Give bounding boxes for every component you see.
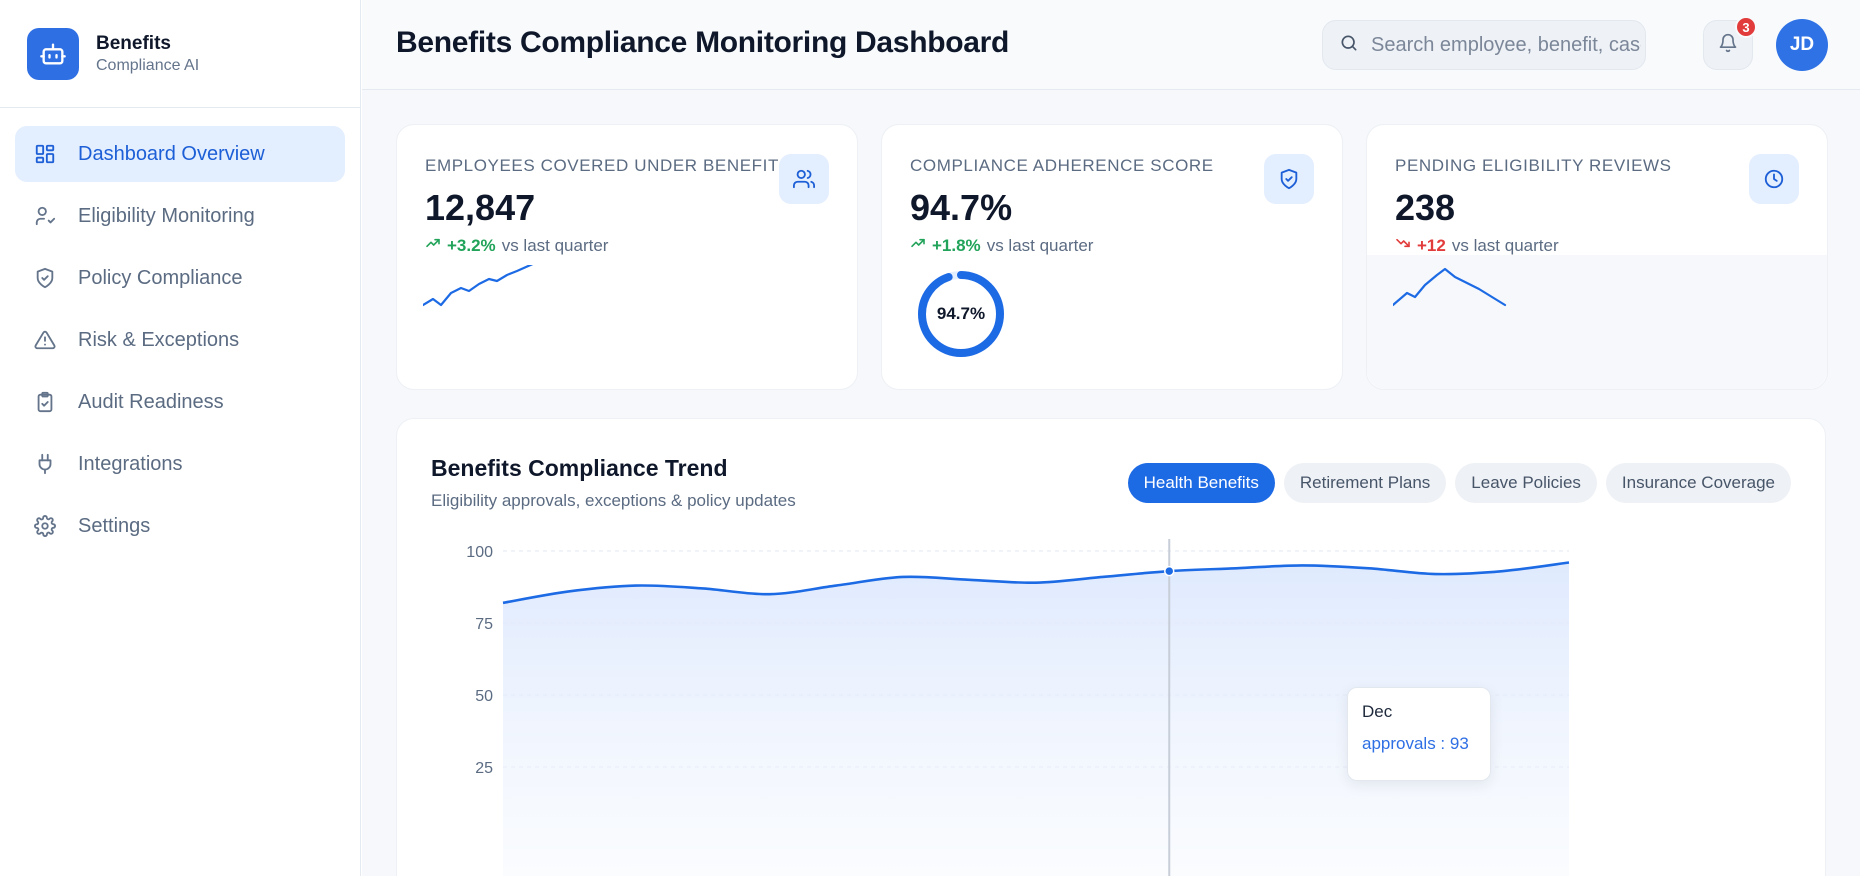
- sidebar-item-label: Integrations: [78, 452, 183, 475]
- gauge-arc: [918, 271, 1004, 357]
- trend-chart[interactable]: 100 75 50 25: [397, 539, 1827, 876]
- kpi-comparison: vs last quarter: [986, 235, 1094, 255]
- tooltip-title: Dec: [1362, 702, 1393, 721]
- brand: Benefits Compliance AI: [0, 0, 360, 108]
- chart-subtitle: Eligibility approvals, exceptions & poli…: [431, 491, 796, 510]
- users-icon: [779, 154, 829, 204]
- plug-icon: [32, 451, 58, 477]
- kpi-label: Employees Covered Under Benefits: [425, 156, 791, 175]
- sidebar-item-risk-exceptions[interactable]: Risk & Exceptions: [15, 312, 345, 368]
- sidebar-item-label: Settings: [78, 514, 151, 537]
- gauge-label: 94.7%: [937, 304, 985, 323]
- shield-check-icon: [32, 265, 58, 291]
- y-tick-label: 25: [475, 760, 493, 777]
- dashboard-grid-icon: [32, 141, 58, 167]
- kpi-trend: +1.8% vs last quarter: [910, 235, 1093, 256]
- page-title: Benefits Compliance Monitoring Dashboard: [396, 26, 1010, 59]
- kpi-delta: +12: [1417, 235, 1446, 255]
- chart-tooltip: Dec approvals : 93: [1347, 687, 1491, 781]
- kpi-value: 94.7%: [910, 187, 1013, 228]
- avatar[interactable]: JD: [1776, 19, 1828, 71]
- y-tick-label: 75: [475, 616, 493, 633]
- sidebar-item-integrations[interactable]: Integrations: [15, 436, 345, 492]
- compliance-gauge: 94.7%: [918, 271, 1004, 357]
- search-input[interactable]: [1371, 33, 1641, 57]
- sidebar-nav: Dashboard Overview Eligibility Monitorin…: [0, 108, 360, 578]
- sidebar-item-label: Policy Compliance: [78, 266, 243, 289]
- kpi-comparison: vs last quarter: [501, 235, 609, 255]
- clipboard-check-icon: [32, 389, 58, 415]
- sparkline-background: [1367, 255, 1827, 389]
- search-box[interactable]: [1322, 20, 1646, 70]
- sidebar-item-label: Risk & Exceptions: [78, 328, 240, 351]
- sidebar-item-label: Dashboard Overview: [78, 142, 265, 165]
- y-tick-label: 100: [466, 544, 493, 561]
- robot-icon: [27, 27, 79, 80]
- tab-retirement-plans[interactable]: Retirement Plans: [1283, 463, 1447, 503]
- trend-up-icon: [910, 235, 926, 256]
- gear-icon: [32, 513, 58, 539]
- sidebar-item-policy-compliance[interactable]: Policy Compliance: [15, 250, 345, 306]
- topbar: Benefits Compliance Monitoring Dashboard…: [362, 0, 1860, 90]
- trend-up-icon: [425, 235, 441, 256]
- kpi-card-compliance-score: Compliance Adherence Score 94.7% +1.8% v…: [881, 124, 1343, 390]
- brand-name: Benefits: [96, 32, 171, 54]
- area-fill: [503, 562, 1569, 876]
- chart-title: Benefits Compliance Trend: [431, 455, 728, 481]
- brand-subtitle: Compliance AI: [96, 56, 200, 74]
- kpi-value: 238: [1395, 187, 1456, 228]
- kpi-card-pending-reviews: Pending Eligibility Reviews 238 +12 vs l…: [1366, 124, 1828, 390]
- shield-check-icon: [1264, 154, 1314, 204]
- tooltip-value: approvals : 93: [1362, 734, 1469, 753]
- main-content: Benefits Compliance Monitoring Dashboard…: [362, 0, 1860, 876]
- compliance-trend-card: Benefits Compliance Trend Eligibility ap…: [396, 418, 1826, 876]
- kpi-card-employees-covered: Employees Covered Under Benefits 12,847 …: [396, 124, 858, 390]
- trend-down-icon: [1395, 235, 1411, 256]
- sidebar-item-label: Audit Readiness: [78, 390, 224, 413]
- sidebar-item-audit-readiness[interactable]: Audit Readiness: [15, 374, 345, 430]
- warning-triangle-icon: [32, 327, 58, 353]
- y-tick-label: 50: [475, 688, 493, 705]
- sidebar-item-settings[interactable]: Settings: [15, 498, 345, 554]
- search-icon: [1339, 33, 1359, 58]
- sidebar: Benefits Compliance AI Dashboard Overvie…: [0, 0, 361, 876]
- series-line-approvals: [502, 561, 1570, 605]
- sparkline-employees: [423, 265, 534, 307]
- sparkline-pending: [1393, 267, 1507, 307]
- chart-tabs: Health Benefits Retirement Plans Leave P…: [1127, 463, 1791, 503]
- highlight-point[interactable]: [1164, 565, 1175, 577]
- kpi-label: Compliance Adherence Score: [910, 156, 1214, 175]
- tab-leave-policies[interactable]: Leave Policies: [1455, 463, 1597, 503]
- kpi-label: Pending Eligibility Reviews: [1395, 156, 1672, 175]
- kpi-delta: +1.8%: [932, 235, 981, 255]
- notification-badge: 3: [1735, 16, 1757, 38]
- kpi-trend: +3.2% vs last quarter: [425, 235, 608, 256]
- user-check-icon: [32, 203, 58, 229]
- tab-health-benefits[interactable]: Health Benefits: [1127, 463, 1275, 503]
- kpi-delta: +3.2%: [447, 235, 496, 255]
- sidebar-item-dashboard-overview[interactable]: Dashboard Overview: [15, 126, 345, 182]
- sidebar-item-eligibility-monitoring[interactable]: Eligibility Monitoring: [15, 188, 345, 244]
- clock-icon: [1749, 154, 1799, 204]
- bell-icon: [1718, 33, 1738, 58]
- kpi-value: 12,847: [425, 187, 536, 228]
- tab-insurance-coverage[interactable]: Insurance Coverage: [1605, 463, 1791, 503]
- kpi-comparison: vs last quarter: [1451, 235, 1559, 255]
- sidebar-item-label: Eligibility Monitoring: [78, 204, 255, 227]
- kpi-trend: +12 vs last quarter: [1395, 235, 1559, 256]
